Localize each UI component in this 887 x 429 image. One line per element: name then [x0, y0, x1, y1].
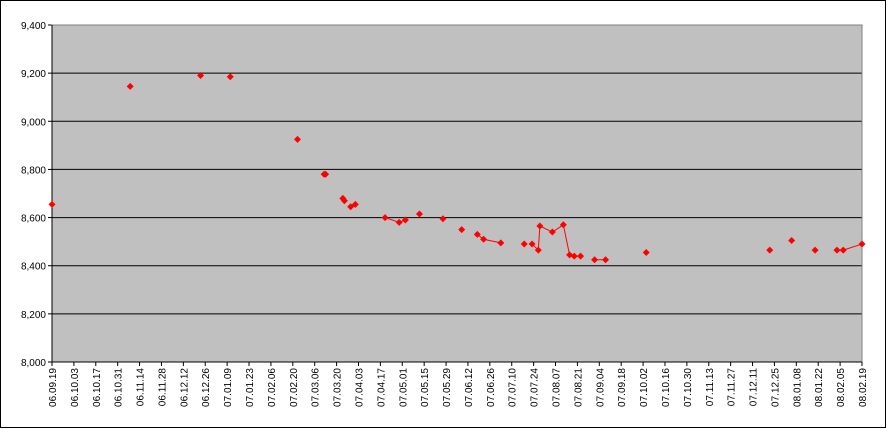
x-tick-label: 06.11.28 — [157, 368, 168, 407]
x-tick-label: 07.02.06 — [267, 368, 278, 407]
y-tick-label: 8,800 — [21, 165, 46, 176]
x-tick-label: 07.04.17 — [376, 368, 387, 407]
data-point — [126, 82, 134, 90]
data-point — [497, 239, 505, 247]
x-tick-label: 07.12.11 — [749, 368, 760, 407]
data-point — [642, 248, 650, 256]
y-tick-label: 8,600 — [21, 214, 46, 225]
x-tick-label: 06.09.19 — [48, 368, 59, 407]
x-tick-label: 08.01.08 — [792, 368, 803, 407]
x-tick-label: 07.07.10 — [508, 368, 519, 407]
data-point — [480, 235, 488, 243]
y-tick-label: 8,000 — [21, 358, 46, 369]
data-point — [197, 72, 205, 80]
data-point — [439, 215, 447, 223]
plot-area — [52, 25, 862, 362]
x-tick-label: 07.01.23 — [245, 368, 256, 407]
data-point — [534, 246, 542, 254]
data-point — [559, 221, 567, 229]
data-point — [548, 228, 556, 236]
x-tick-label: 07.05.15 — [420, 368, 431, 407]
data-point — [395, 218, 403, 226]
y-tick-label: 8,400 — [21, 262, 46, 273]
x-tick-label: 07.04.03 — [354, 368, 365, 407]
x-tick-label: 07.03.20 — [333, 368, 344, 407]
data-point — [811, 246, 819, 254]
y-tick-label: 9,400 — [21, 21, 46, 32]
x-tick-label: 07.09.18 — [617, 368, 628, 407]
data-point — [322, 170, 330, 178]
data-point — [415, 210, 423, 218]
data-point — [528, 240, 536, 248]
data-point — [381, 214, 389, 222]
data-point — [48, 200, 56, 208]
data-point — [226, 73, 234, 81]
y-tick-label: 9,000 — [21, 117, 46, 128]
data-point — [347, 203, 355, 211]
data-point — [294, 135, 302, 143]
x-tick-label: 06.10.17 — [92, 368, 103, 407]
data-point — [788, 236, 796, 244]
x-tick-label: 07.07.24 — [530, 368, 541, 407]
x-tick-label: 07.05.01 — [398, 368, 409, 407]
x-tick-label: 07.10.02 — [639, 368, 650, 407]
x-tick-label: 07.06.26 — [486, 368, 497, 407]
x-tick-label: 08.02.19 — [858, 368, 869, 407]
y-tick-label: 8,200 — [21, 310, 46, 321]
data-point — [458, 226, 466, 234]
x-tick-label: 07.11.13 — [705, 368, 716, 407]
data-point — [570, 252, 578, 260]
data-point — [858, 240, 866, 248]
x-tick-label: 06.12.12 — [179, 368, 190, 407]
x-tick-label: 06.10.31 — [114, 368, 125, 407]
x-tick-label: 07.01.09 — [223, 368, 234, 407]
x-tick-label: 06.10.03 — [70, 368, 81, 407]
x-tick-label: 07.10.16 — [661, 368, 672, 407]
data-point — [577, 252, 585, 260]
x-tick-label: 07.08.21 — [573, 368, 584, 407]
x-tick-label: 06.11.14 — [136, 368, 147, 407]
x-tick-label: 07.09.04 — [595, 368, 606, 407]
data-point — [401, 216, 409, 224]
x-tick-label: 08.01.22 — [814, 368, 825, 407]
x-tick-label: 07.06.12 — [464, 368, 475, 407]
data-point — [473, 230, 481, 238]
data-point — [839, 246, 847, 254]
y-tick-label: 9,200 — [21, 69, 46, 80]
data-point — [351, 200, 359, 208]
x-tick-label: 06.12.26 — [201, 368, 212, 407]
data-point — [340, 197, 348, 205]
x-tick-label: 07.10.30 — [683, 368, 694, 407]
x-tick-label: 08.02.05 — [836, 368, 847, 407]
data-point — [591, 256, 599, 264]
x-tick-label: 07.11.27 — [727, 368, 738, 407]
x-tick-label: 07.05.29 — [442, 368, 453, 407]
data-point — [766, 246, 774, 254]
data-point — [536, 222, 544, 230]
data-point — [602, 256, 610, 264]
data-point — [520, 240, 528, 248]
x-tick-label: 07.02.20 — [289, 368, 300, 407]
data-point — [833, 246, 841, 254]
x-tick-label: 07.08.07 — [552, 368, 563, 407]
x-tick-label: 07.03.06 — [311, 368, 322, 407]
x-tick-label: 07.12.25 — [770, 368, 781, 407]
